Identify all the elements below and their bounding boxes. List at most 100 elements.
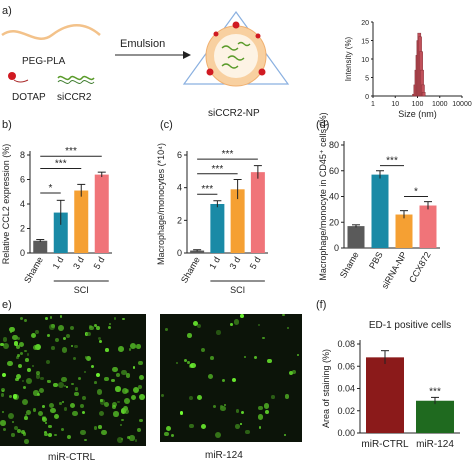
cell-spot	[20, 430, 25, 435]
cell-spot	[19, 342, 25, 348]
cell-spot	[128, 348, 132, 351]
cell-spot	[230, 323, 233, 326]
cell-spot	[16, 337, 20, 341]
cell-spot	[208, 373, 213, 379]
cell-spot	[16, 356, 19, 360]
cell-spot	[48, 424, 52, 429]
cell-spot	[220, 406, 226, 412]
cell-spot	[166, 426, 172, 432]
cell-spot	[39, 376, 44, 381]
cell-spot	[74, 387, 78, 391]
cell-spot	[41, 405, 45, 408]
panel-e-label: e)	[2, 299, 12, 311]
cell-spot	[134, 439, 138, 443]
cell-spot	[223, 403, 227, 406]
cell-spot	[0, 420, 6, 426]
y-axis-label: Intensity (%)	[344, 36, 353, 81]
significance-label: ***	[386, 156, 398, 167]
cell-spot	[111, 404, 117, 410]
x-tick-label: 10	[391, 101, 399, 108]
cell-spot	[44, 432, 48, 437]
cell-spot	[94, 380, 97, 384]
cell-spot	[216, 330, 221, 335]
micrograph-mir-ctrl	[0, 314, 146, 446]
cell-spot	[258, 425, 262, 429]
panel-label: (d)	[316, 119, 329, 131]
bar	[94, 174, 109, 253]
cell-spot	[65, 334, 70, 339]
cell-spot	[70, 345, 74, 348]
cell-spot	[108, 322, 112, 326]
cell-spot	[120, 408, 127, 415]
cell-spot	[112, 366, 118, 373]
sirna-strand-icon-2	[57, 80, 95, 84]
peg-pla-label: PEG-PLA	[22, 56, 66, 67]
cell-spot	[258, 405, 263, 410]
y-tick-label: 0.00	[337, 428, 355, 438]
significance-label: ***	[212, 164, 224, 175]
cell-spot	[26, 378, 32, 385]
cell-spot	[11, 420, 15, 424]
y-tick-label: 4	[177, 183, 182, 193]
cell-spot	[245, 429, 250, 435]
cell-spot	[24, 439, 29, 445]
cell-spot	[129, 435, 135, 441]
cell-spot	[84, 371, 87, 374]
cell-spot	[93, 323, 98, 327]
cell-spot	[53, 413, 60, 419]
x-axis-label: Size (nm)	[398, 109, 437, 119]
y-tick-label: 60	[329, 166, 339, 176]
cell-spot	[55, 337, 60, 342]
cell-spot	[77, 376, 81, 380]
bar	[74, 190, 89, 253]
cell-spot	[25, 358, 29, 362]
cell-spot	[126, 436, 130, 440]
cell-spot	[8, 395, 13, 399]
cell-spot	[26, 410, 31, 415]
cell-spot	[38, 411, 44, 417]
y-tick-label: 0	[20, 248, 25, 258]
cell-spot	[112, 401, 118, 407]
cell-spot	[54, 433, 57, 436]
cell-spot	[118, 345, 125, 352]
x-tick-label: 5 d	[248, 255, 263, 271]
cell-spot	[297, 353, 300, 356]
cell-spot	[222, 379, 226, 383]
cell-spot	[59, 315, 62, 318]
cell-spot	[36, 393, 40, 397]
bar	[347, 226, 365, 248]
chart-b: b) 0 2 4 6 8 Relative CCL2 expression (%) Shame…	[1, 119, 112, 295]
cell-spot	[124, 408, 130, 414]
cell-spot	[239, 423, 242, 426]
x-tick-label: CCX872	[407, 250, 433, 284]
bar	[366, 357, 404, 433]
cell-spot	[197, 394, 203, 400]
y-tick-label: 6	[177, 150, 182, 160]
significance-label: *	[49, 183, 53, 194]
cell-spot	[138, 360, 143, 366]
cell-spot	[63, 336, 67, 340]
cell-spot	[20, 317, 24, 321]
cell-spot	[23, 349, 27, 353]
cell-spot	[33, 408, 37, 412]
cell-spot	[99, 340, 103, 343]
cell-spot	[63, 385, 66, 388]
cell-spot	[240, 410, 244, 414]
panel-a-label: a)	[2, 5, 12, 17]
y-axis-label: Macrophage/monocytes (*10⁴)	[156, 143, 166, 265]
cell-spot	[35, 374, 41, 379]
cell-spot	[282, 314, 285, 317]
cell-spot	[192, 321, 198, 327]
cell-spot	[121, 369, 127, 376]
cell-spot	[14, 425, 19, 430]
peg-pla-strand	[1, 24, 101, 40]
cell-spot	[200, 424, 206, 430]
cell-spot	[82, 410, 86, 415]
cell-spot	[98, 411, 104, 417]
y-tick-label: 80	[329, 140, 339, 150]
cell-spot	[53, 382, 58, 388]
cell-spot	[136, 343, 141, 349]
y-tick-label: 20	[361, 20, 369, 27]
cell-spot	[138, 394, 145, 400]
cell-spot	[190, 362, 196, 368]
